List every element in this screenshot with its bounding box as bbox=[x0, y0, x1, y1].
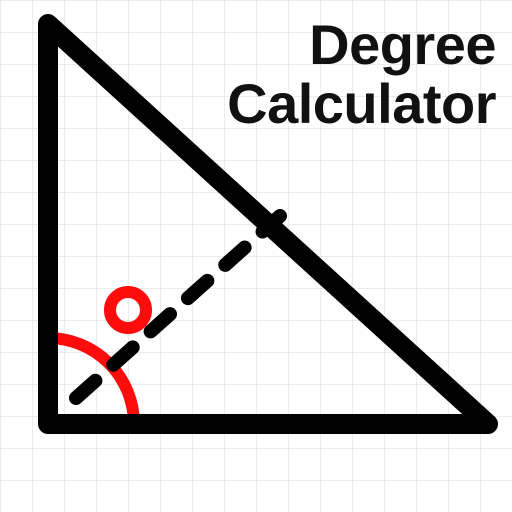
angle-marker-circle bbox=[110, 292, 146, 328]
diagram-canvas: Degree Calculator bbox=[0, 0, 512, 512]
title-line-1: Degree bbox=[227, 16, 496, 75]
app-title: Degree Calculator bbox=[227, 16, 496, 134]
title-line-2: Calculator bbox=[227, 75, 496, 134]
